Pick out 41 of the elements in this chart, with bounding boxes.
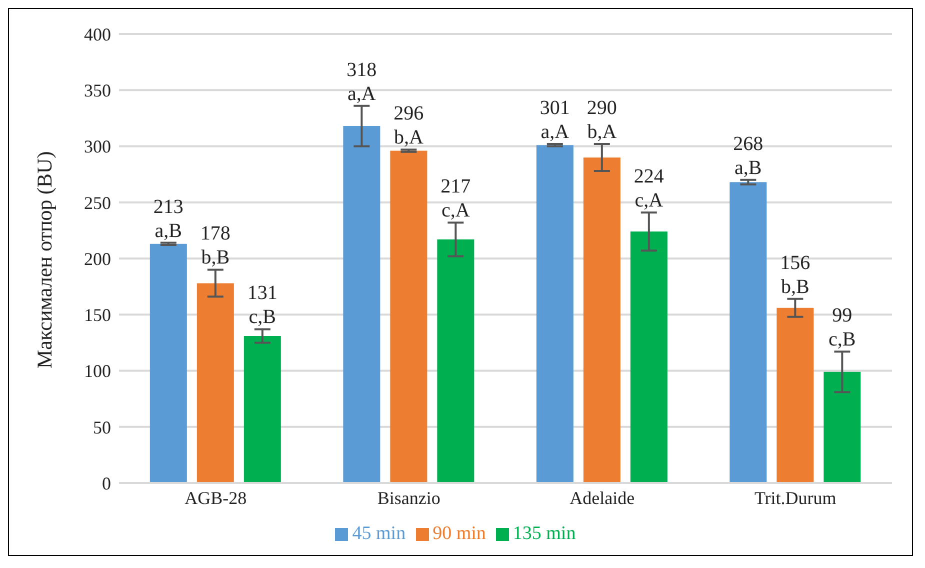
data-label: 131 c,B [247, 282, 278, 328]
bar [437, 239, 474, 483]
legend-label: 45 min [352, 523, 406, 544]
y-tick-label: 150 [84, 305, 111, 326]
bar [390, 150, 428, 483]
y-tick-label: 400 [84, 24, 111, 44]
bar [824, 372, 861, 483]
bar [583, 157, 620, 483]
y-tick-label: 300 [84, 136, 111, 157]
bar [196, 283, 234, 483]
legend-label: 90 min [432, 523, 486, 544]
y-tick-label: 0 [102, 473, 111, 494]
data-label: 99 c,B [828, 304, 856, 351]
data-label: 213 a,B [153, 196, 184, 242]
x-tick-label: Bisanzio [377, 488, 440, 508]
bar [776, 308, 814, 483]
y-tick-label: 250 [84, 192, 111, 213]
y-tick-label: 350 [84, 80, 111, 101]
legend-label: 135 min [512, 523, 576, 544]
x-tick-label: Adelaide [570, 488, 635, 508]
data-label: 301 a,A [540, 97, 570, 144]
y-tick-label: 200 [84, 248, 111, 269]
data-label: 318 a,A [346, 58, 377, 105]
bar [150, 244, 187, 483]
x-tick-label: AGB-28 [184, 488, 247, 508]
y-axis-title: Максимален отпор (BU) [32, 151, 56, 368]
bar [630, 232, 668, 483]
bar [730, 182, 767, 483]
data-label: 268 a,B [733, 132, 764, 179]
y-tick-label: 100 [84, 361, 111, 382]
data-label: 224 c,A [634, 165, 664, 212]
y-tick-label: 50 [93, 417, 111, 438]
data-label: 296 b,A [394, 102, 424, 149]
data-label: 290 b,A [586, 97, 618, 144]
bar [536, 145, 574, 483]
data-label: 217 c,A [440, 176, 471, 222]
data-label: 156 b,B [780, 252, 810, 298]
bar [343, 126, 380, 483]
data-label: 178 b,B [200, 222, 230, 269]
x-tick-label: Trit.Durum [754, 488, 836, 508]
bar [244, 336, 281, 483]
